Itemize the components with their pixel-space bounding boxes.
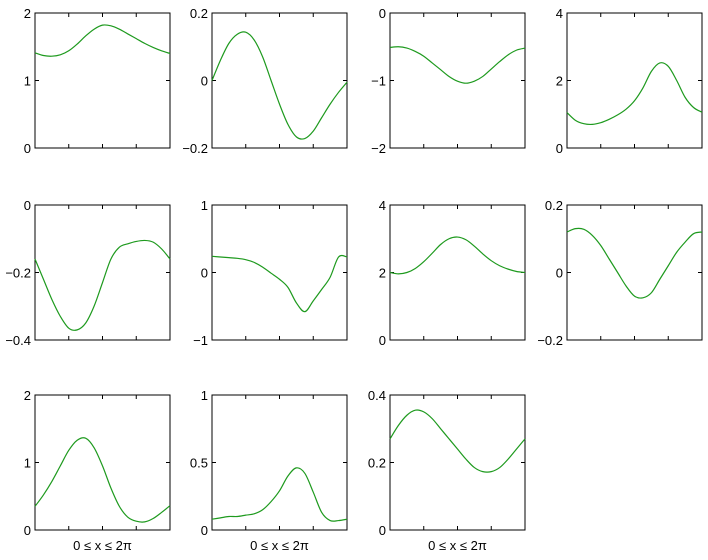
series-line <box>34 24 171 57</box>
series-line <box>389 236 526 275</box>
y-tick-label: 2 <box>556 74 563 89</box>
subplot-6: 1 0 −1 <box>193 198 348 348</box>
y-tick-label: −1 <box>193 333 208 348</box>
series-line <box>211 31 348 140</box>
y-tick-label: 1 <box>201 198 208 213</box>
y-tick-label: −1 <box>371 74 386 89</box>
y-tick-label: 0 <box>24 198 31 213</box>
y-tick-label: −2 <box>371 141 386 156</box>
y-tick-label: 0 <box>556 266 563 281</box>
y-tick-label: 0 <box>379 333 386 348</box>
subplot-7: 4 2 0 <box>379 198 526 348</box>
y-tick-label: 0 <box>201 523 208 538</box>
y-tick-label: 0 <box>201 266 208 281</box>
series-line <box>34 437 171 523</box>
subplot-8: 0.2 0 −0.2 <box>537 198 703 348</box>
subplot-11: 0.4 0.2 0 0 ≤ x ≤ 2π <box>368 388 526 553</box>
series-line <box>566 62 703 126</box>
y-tick-label: 1 <box>24 74 31 89</box>
y-tick-label: 4 <box>556 6 563 21</box>
y-tick-label: 1 <box>24 456 31 471</box>
y-tick-label: 0.2 <box>368 456 386 471</box>
axes-frame <box>34 394 171 531</box>
series-line <box>566 227 703 299</box>
y-tick-label: 0 <box>556 141 563 156</box>
axes-frame <box>34 204 171 341</box>
y-tick-label: −0.4 <box>5 333 31 348</box>
axes-frame <box>566 204 703 341</box>
series-line <box>211 254 348 313</box>
x-axis-label: 0 ≤ x ≤ 2π <box>250 538 309 553</box>
y-tick-label: 0.4 <box>368 388 386 403</box>
series-line <box>211 467 348 522</box>
axes-frame <box>34 12 171 149</box>
y-tick-label: 0 <box>24 141 31 156</box>
axes-frame <box>211 394 348 531</box>
y-tick-label: 0 <box>201 74 208 89</box>
y-tick-label: 0 <box>379 523 386 538</box>
subplot-4: 4 2 0 <box>556 6 703 156</box>
series-line <box>389 46 526 84</box>
y-tick-label: 0.2 <box>545 198 563 213</box>
y-tick-label: −0.2 <box>537 333 563 348</box>
y-tick-label: 2 <box>24 388 31 403</box>
axes-frame <box>211 12 348 149</box>
y-tick-label: 1 <box>201 388 208 403</box>
series-line <box>389 409 526 473</box>
x-axis-label: 0 ≤ x ≤ 2π <box>73 538 132 553</box>
y-tick-label: 0 <box>379 6 386 21</box>
y-tick-label: −0.2 <box>5 266 31 281</box>
y-tick-label: 0.5 <box>190 456 208 471</box>
series-line <box>34 239 171 331</box>
subplot-5: 0 −0.2 −0.4 <box>5 198 171 348</box>
x-axis-label: 0 ≤ x ≤ 2π <box>428 538 487 553</box>
y-tick-label: 2 <box>379 266 386 281</box>
axes-frame <box>389 204 526 341</box>
y-tick-label: −0.2 <box>182 141 208 156</box>
y-tick-label: 4 <box>379 198 386 213</box>
subplot-3: 0 −1 −2 <box>371 6 526 156</box>
y-tick-label: 0.2 <box>190 6 208 21</box>
subplot-2: 0.2 0 −0.2 <box>182 6 348 156</box>
subplot-1: 2 1 0 <box>24 6 171 156</box>
y-tick-label: 0 <box>24 523 31 538</box>
y-tick-label: 2 <box>24 6 31 21</box>
axes-frame <box>389 12 526 149</box>
axes-frame <box>566 12 703 149</box>
axes-frame <box>211 204 348 341</box>
subplot-10: 1 0.5 0 0 ≤ x ≤ 2π <box>190 388 348 553</box>
subplot-9: 2 1 0 0 ≤ x ≤ 2π <box>24 388 171 553</box>
